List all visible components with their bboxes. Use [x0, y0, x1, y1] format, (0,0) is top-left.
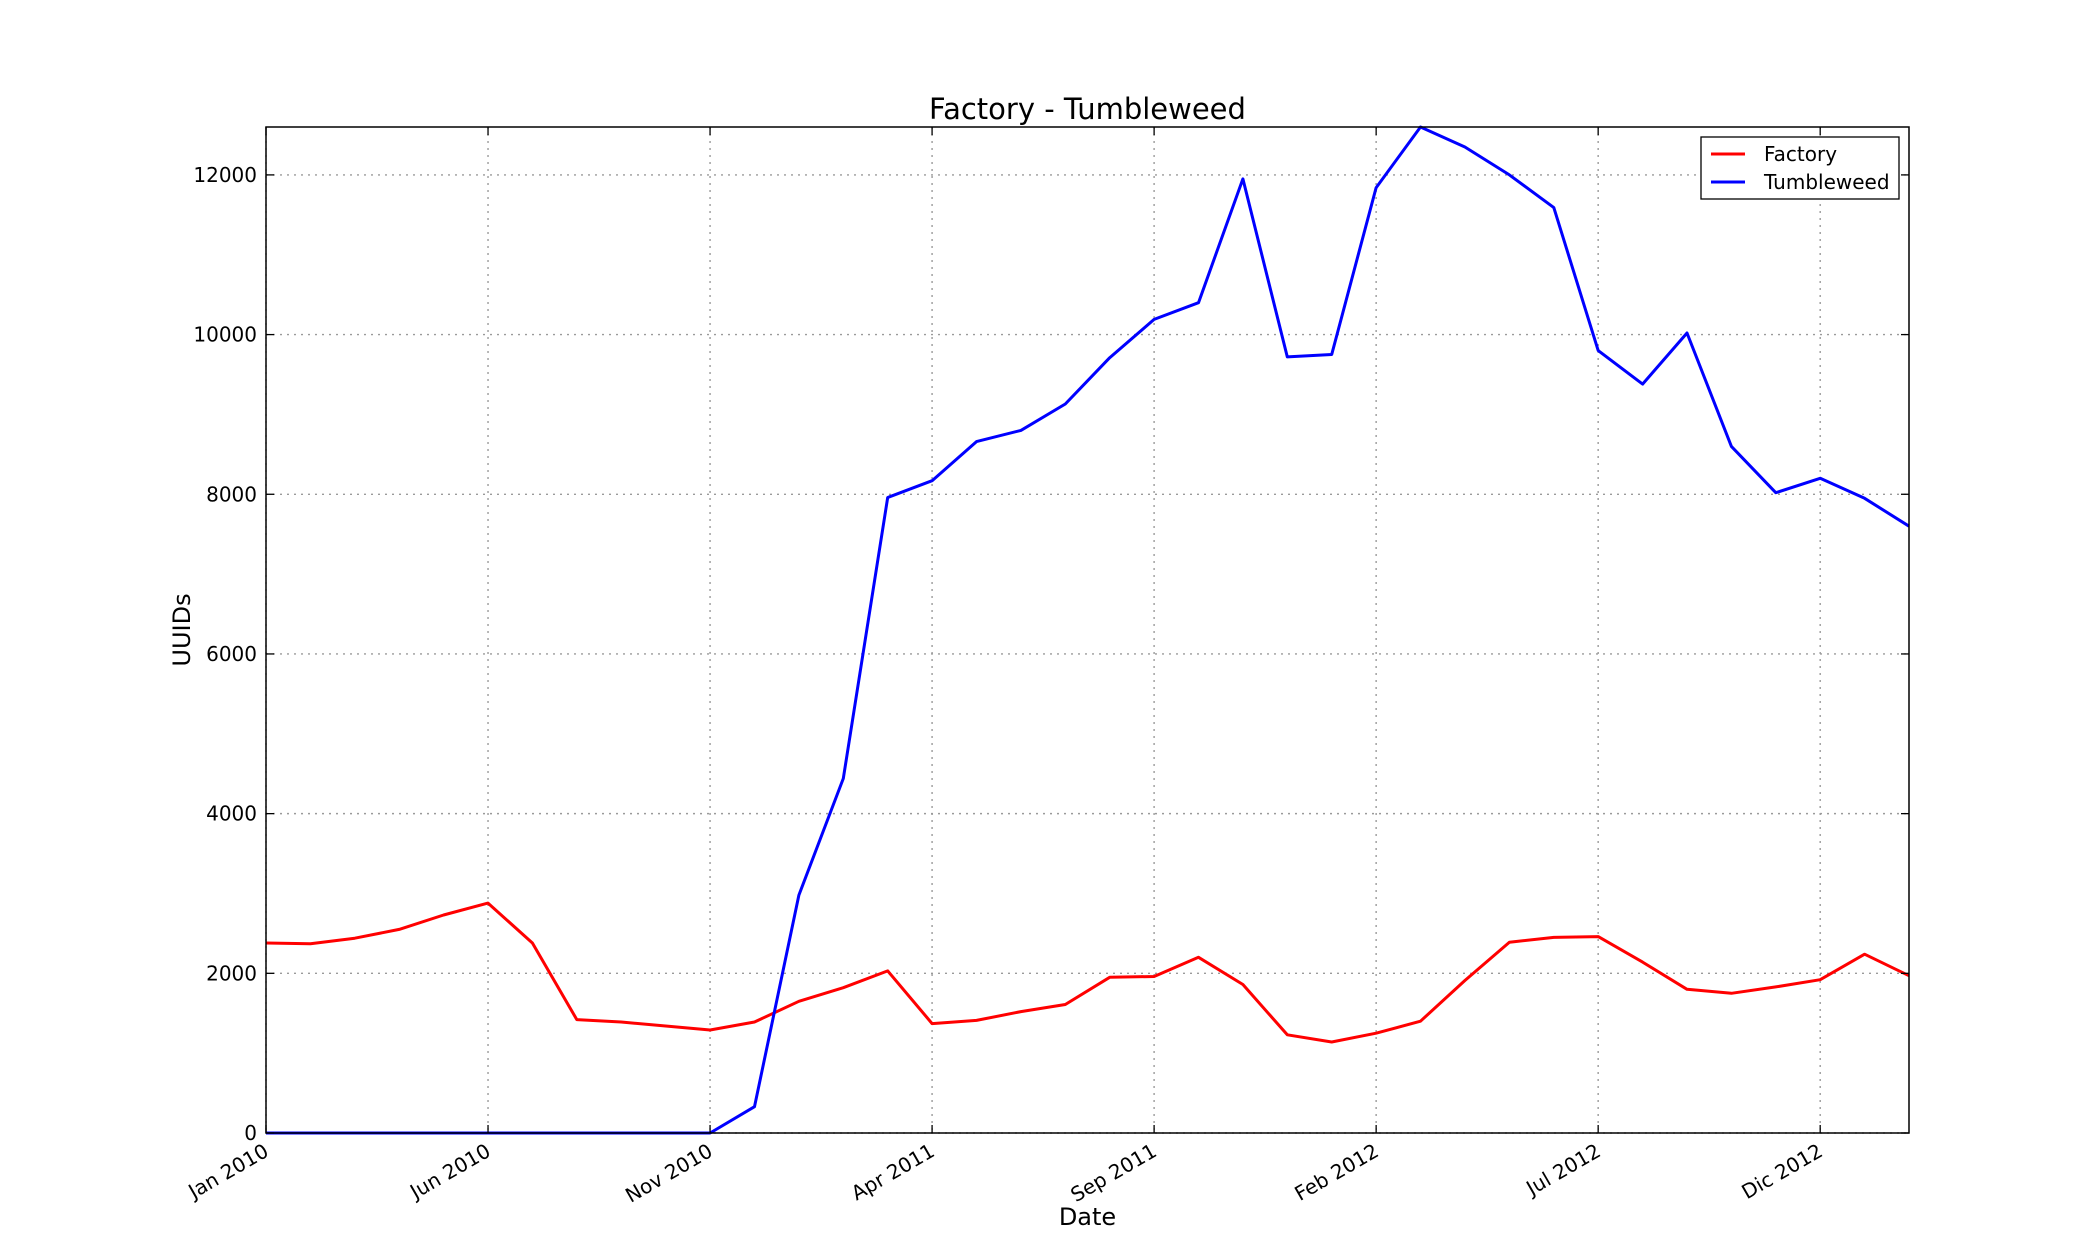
series-lines [265, 125, 1910, 1135]
y-tick-label: 10000 [193, 323, 257, 347]
plot-area-frame [265, 126, 1910, 1134]
legend: Factory Tumbleweed [1700, 136, 1900, 200]
y-tick-label: 6000 [206, 642, 257, 666]
y-tick-label: 8000 [206, 482, 257, 506]
legend-label-tumbleweed: Tumbleweed [1763, 170, 1890, 194]
y-tick-label: 12000 [193, 163, 257, 187]
chart-title: Factory - Tumbleweed [929, 92, 1246, 126]
series-line-factory [265, 901, 1910, 1044]
y-tick-label: 0 [244, 1121, 257, 1145]
legend-label-factory: Factory [1764, 142, 1837, 166]
x-tick-label: Jul 2012 [1520, 1139, 1604, 1201]
y-axis-label: UUIDs [168, 593, 196, 666]
x-tick-label: Sep 2011 [1066, 1139, 1160, 1207]
y-tick-label: 2000 [206, 961, 257, 985]
x-tick-label: Feb 2012 [1290, 1139, 1382, 1206]
x-tick-label: Jan 2010 [182, 1139, 272, 1205]
axis-ticks: 0 2000 4000 6000 8000 10000 12000 Jan 2010 Jun 2… [182, 127, 1909, 1207]
x-tick-label: Nov 2010 [621, 1139, 716, 1208]
x-tick-label: Jun 2010 [404, 1139, 494, 1205]
x-axis-label: Date [1059, 1203, 1116, 1231]
grid-lines [265, 127, 1909, 1134]
series-line-tumbleweed [266, 125, 1910, 1135]
x-tick-label: Apr 2011 [847, 1139, 939, 1206]
y-tick-label: 4000 [206, 802, 257, 826]
x-tick-label: Dic 2012 [1737, 1139, 1826, 1204]
legend-box [1700, 136, 1900, 200]
